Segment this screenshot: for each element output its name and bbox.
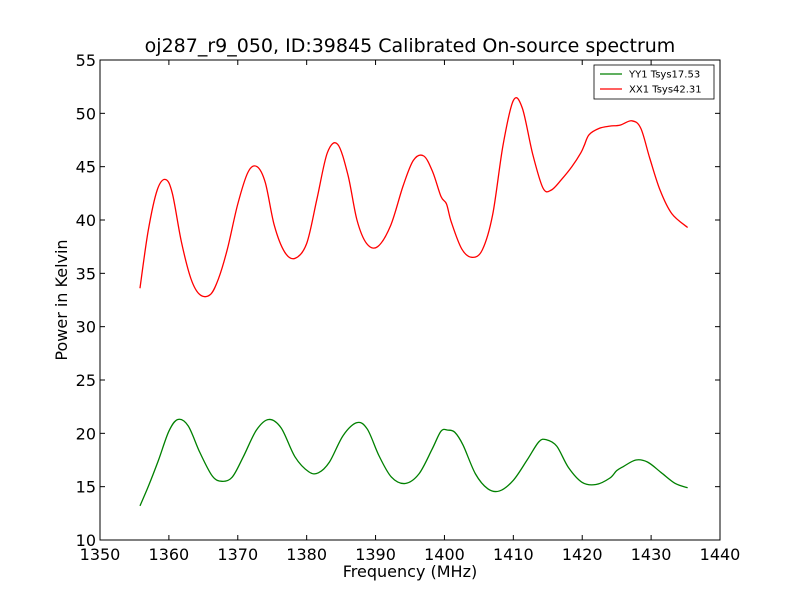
series-line-xx1	[139, 97, 689, 298]
y-axis: 10 15 20 25 30 35 40 45 50 55	[76, 51, 720, 550]
y-tick-label: 40	[76, 211, 96, 230]
x-tick-label: 1380	[286, 545, 327, 564]
y-tick-label: 25	[76, 371, 96, 390]
y-axis-title: Power in Kelvin	[52, 239, 71, 360]
y-tick-label: 30	[76, 318, 96, 337]
legend-box	[593, 64, 715, 100]
x-tick-label: 1420	[562, 545, 603, 564]
y-tick-label: 35	[76, 264, 96, 283]
y-tick-label: 10	[76, 531, 96, 550]
legend: YY1 Tsys17.53 XX1 Tsys42.31	[593, 64, 715, 100]
y-tick-label: 20	[76, 424, 96, 443]
y-tick-label: 50	[76, 104, 96, 123]
x-tick-label: 1430	[631, 545, 672, 564]
x-tick-label: 1390	[355, 545, 396, 564]
x-axis: 1350 1360 1370 1380 1390 1400 1410 1420 1430 1440	[80, 60, 741, 564]
x-axis-title: Frequency (MHz)	[343, 562, 477, 581]
x-tick-label: 1350	[80, 545, 121, 564]
y-tick-label: 45	[76, 158, 96, 177]
series-line-yy1	[139, 418, 688, 507]
y-tick-label: 55	[76, 51, 96, 70]
series-layer	[139, 97, 689, 507]
y-tick-label: 15	[76, 478, 96, 497]
x-tick-label: 1370	[217, 545, 258, 564]
plot-frame	[99, 59, 721, 541]
chart-title: oj287_r9_050, ID:39845 Calibrated On-sou…	[145, 35, 676, 57]
plot-area	[100, 60, 720, 540]
legend-label-yy1: YY1 Tsys17.53	[628, 70, 700, 81]
x-tick-label: 1360	[149, 545, 190, 564]
x-tick-label: 1400	[424, 545, 465, 564]
legend-label-xx1: XX1 Tsys42.31	[629, 85, 702, 96]
x-tick-label: 1410	[493, 545, 534, 564]
x-tick-label: 1440	[700, 545, 741, 564]
